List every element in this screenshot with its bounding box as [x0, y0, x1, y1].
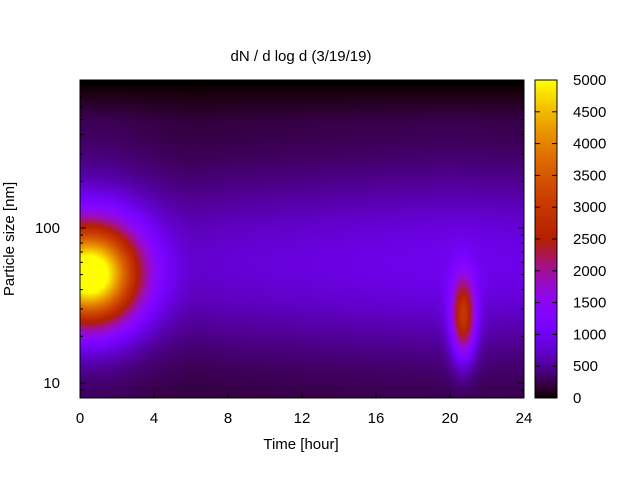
y-tick-label: 100 [35, 220, 60, 237]
x-tick-label: 0 [76, 410, 84, 427]
heatmap-image [80, 80, 524, 398]
colorbar-tick-label: 5000 [573, 72, 606, 89]
colorbar-tick-label: 2000 [573, 263, 606, 280]
x-tick-label: 24 [516, 410, 533, 427]
colorbar-axis: 0 500 1000 1500 2000 2500 3000 3500 4000 4500 5000 [535, 72, 606, 407]
x-tick-label: 12 [294, 410, 311, 427]
colorbar-tick-label: 0 [573, 390, 581, 407]
colorbar-tick-label: 1500 [573, 295, 606, 312]
y-axis-label: Particle size [nm] [1, 182, 18, 296]
x-tick-label: 4 [150, 410, 158, 427]
colorbar-tick-label: 3500 [573, 167, 606, 184]
chart-title: dN / d log d (3/19/19) [231, 48, 372, 65]
colorbar-tick-label: 4000 [573, 136, 606, 153]
colorbar-gradient [535, 80, 557, 398]
y-tick-label: 10 [43, 375, 60, 392]
x-tick-label: 20 [442, 410, 459, 427]
colorbar-tick-label: 500 [573, 358, 598, 375]
x-axis: 0 4 8 12 16 20 24 [76, 80, 533, 427]
colorbar-tick-label: 2500 [573, 231, 606, 248]
colorbar-tick-label: 3000 [573, 199, 606, 216]
plot-area [79, 79, 525, 399]
colorbar-tick-label: 1000 [573, 326, 606, 343]
x-axis-label: Time [hour] [263, 436, 338, 453]
colorbar-tick-label: 4500 [573, 104, 606, 121]
x-tick-label: 8 [224, 410, 232, 427]
x-tick-label: 16 [368, 410, 385, 427]
y-axis: 10 100 [35, 79, 524, 399]
